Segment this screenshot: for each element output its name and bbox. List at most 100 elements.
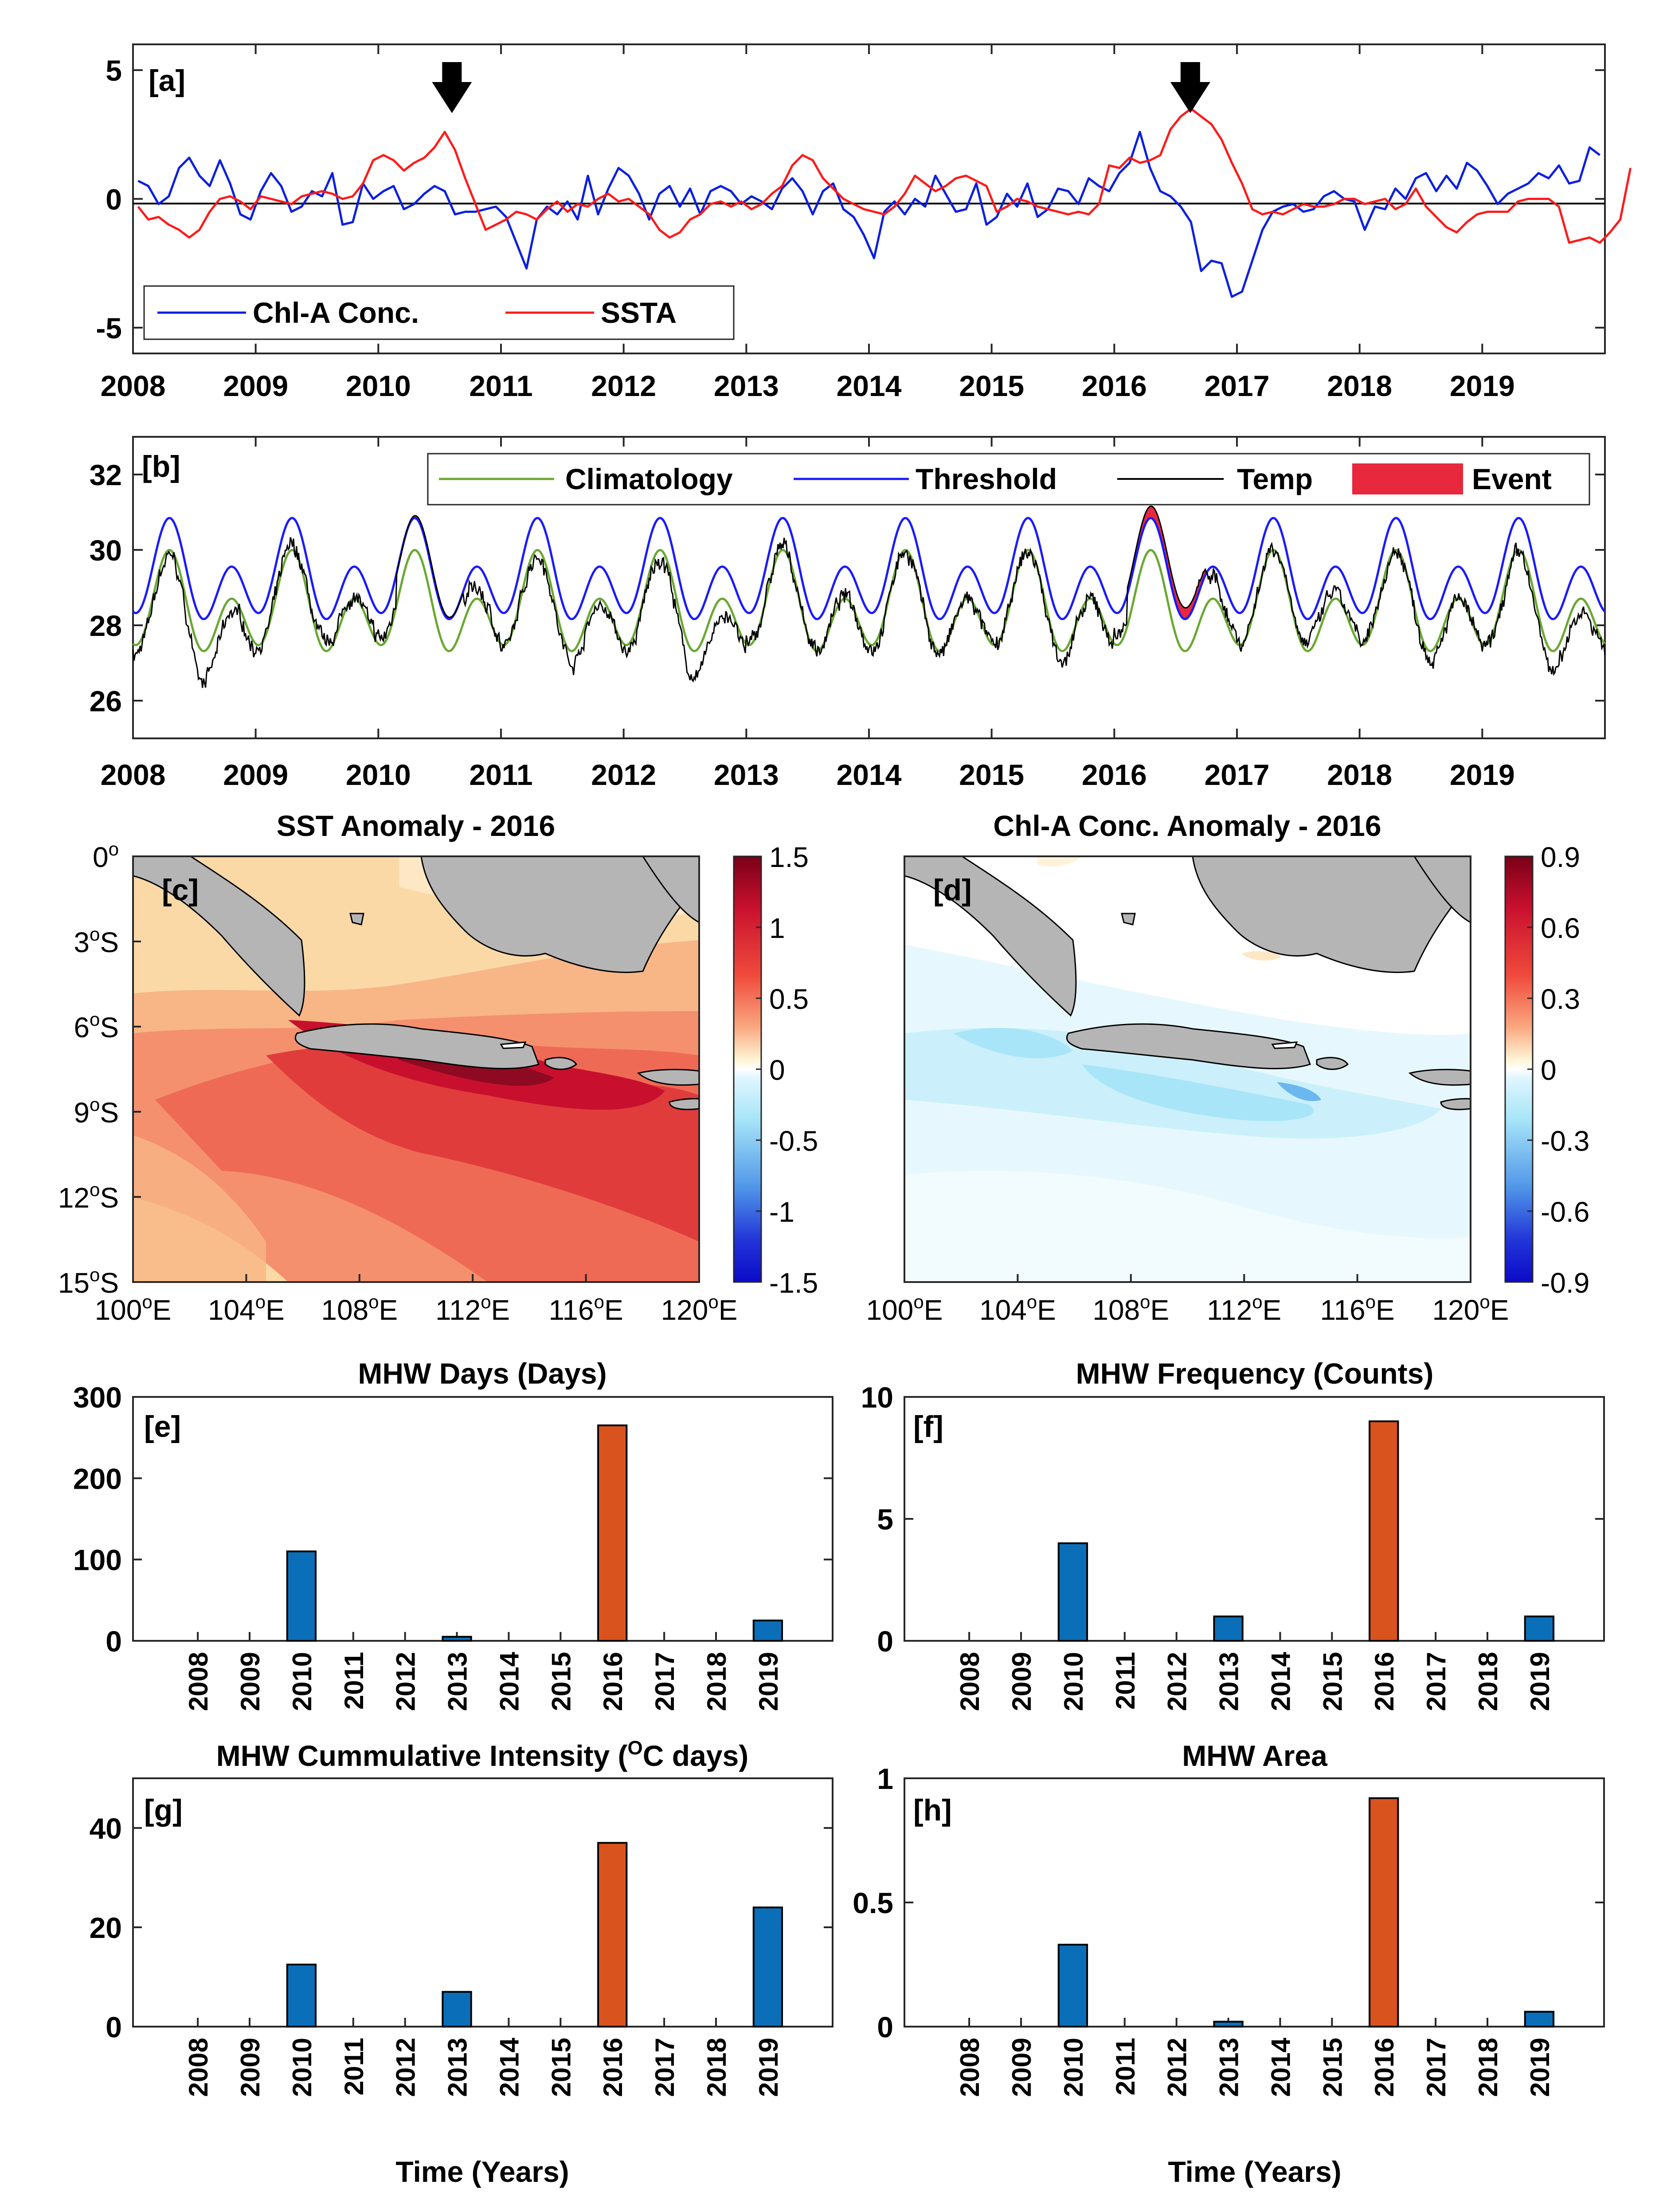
x-tick-label: 2013 <box>443 2038 473 2097</box>
panel-f: MHW Frequency (Counts) [f] 0 5 10 2008 2009 2… <box>861 1357 1605 1711</box>
x-tick-label: 2012 <box>1162 2038 1192 2097</box>
x-tick-label: 2013 <box>1214 2038 1244 2097</box>
legend-swatch-event <box>1352 463 1463 494</box>
x-tick-label: 2017 <box>650 2038 680 2097</box>
x-tick-label: 2014 <box>494 2037 524 2097</box>
colorbar-tick-label: 0.6 <box>1541 912 1580 944</box>
panel-g: MHW Cummulative Intensity (OC days) [g] … <box>90 1737 833 2188</box>
x-tick-label: 116oE <box>1320 1291 1395 1326</box>
x-tick-label: 2018 <box>1327 369 1392 402</box>
y-tick-label: 0o <box>93 839 119 873</box>
bar-2013 <box>1213 2020 1244 2028</box>
bar-2016 <box>597 1842 628 2028</box>
x-tick-label: 120oE <box>1432 1291 1509 1326</box>
y-tick-label: 0 <box>877 1625 893 1658</box>
y-tick-label: 40 <box>90 1812 122 1845</box>
x-tick-label: 2016 <box>1082 369 1147 402</box>
panel-d: Chl-A Conc. Anomaly - 2016 [d] 100oE 104o… <box>866 809 1590 1326</box>
x-tick-label: 2008 <box>184 2038 213 2097</box>
y-tick-label: 100 <box>73 1544 122 1577</box>
x-tick-label: 2019 <box>1525 2038 1555 2097</box>
bar-2016 <box>597 1424 628 1642</box>
x-tick-label: 2009 <box>223 758 288 791</box>
colorbar-tick-label: 0.3 <box>1541 983 1580 1015</box>
colorbar-tick-label: -1.5 <box>769 1267 818 1299</box>
land-masses <box>904 856 1471 1110</box>
x-tick-label: 2010 <box>1059 2038 1088 2097</box>
x-tick-label: 2010 <box>287 2038 317 2097</box>
y-ticks: 5 0 -5 <box>96 54 1605 345</box>
panel-label: [b] <box>142 450 180 483</box>
legend-label-chl: Chl-A Conc. <box>253 296 419 329</box>
panel-h: MHW Area [h] Time (Years) 0 0.5 1 2008 2009 2… <box>853 1739 1605 2188</box>
x-tick-label: 2012 <box>391 1652 421 1711</box>
colorbar-tick-label: 1.5 <box>769 841 809 873</box>
bar-2019 <box>1524 2011 1555 2028</box>
x-tick-label: 2018 <box>1327 758 1392 791</box>
x-tick-label: 2011 <box>469 758 532 791</box>
colorbar-tick-label: 0.9 <box>1541 841 1580 873</box>
x-tick-label: 2012 <box>591 758 656 791</box>
x-tick-label: 2011 <box>339 2038 369 2095</box>
x-tick-label: 2012 <box>391 2038 421 2097</box>
axes-box <box>904 1777 1605 2028</box>
series-line-temp <box>132 505 1606 688</box>
panel-a: 5 0 -5 2008 2009 2010 2011 2012 2013 2014 2015 201… <box>96 43 1632 402</box>
x-tick-label: 2012 <box>591 369 656 402</box>
legend: Climatology Threshold Temp Event <box>427 453 1590 506</box>
x-tick-label: 2010 <box>346 369 411 402</box>
y-tick-label: 5 <box>877 1503 893 1536</box>
x-tick-label: 100oE <box>95 1291 172 1326</box>
axes-box <box>904 1396 1605 1642</box>
y-tick-label: 9oS <box>74 1094 119 1129</box>
y-tick-label: 12oS <box>58 1179 119 1214</box>
bar-title-sup: O <box>628 1737 643 1759</box>
y-tick-label: 0 <box>877 2011 893 2043</box>
bar-2010 <box>286 1550 317 1642</box>
x-tick-label: 2018 <box>1473 2038 1503 2097</box>
x-tick-label: 100oE <box>866 1291 943 1326</box>
x-axis-label: Time (Years) <box>395 2155 569 2188</box>
y-ticks: 26 28 30 32 <box>90 459 1605 718</box>
x-tick-label: 2015 <box>546 1652 576 1711</box>
bar-2010 <box>1057 1542 1088 1642</box>
y-tick-label: 20 <box>90 1911 122 1944</box>
series-line-chl <box>137 131 1601 298</box>
colorbar-ticks: 0.9 0.6 0.3 0 -0.3 -0.6 -0.9 <box>1527 841 1589 1299</box>
x-tick-label: 2018 <box>702 2038 732 2097</box>
x-tick-label: 2014 <box>1266 1651 1295 1711</box>
y-tick-label: 32 <box>90 459 122 491</box>
colorbar-tick-label: -0.5 <box>769 1125 818 1157</box>
x-tick-label: 2017 <box>650 1652 680 1711</box>
y-tick-label: 0 <box>106 1625 122 1658</box>
x-tick-label: 2015 <box>1318 2038 1347 2097</box>
x-tick-label: 120oE <box>661 1291 738 1326</box>
y-tick-label: 0 <box>106 2011 122 2043</box>
x-tick-label: 2017 <box>1205 369 1270 402</box>
x-tick-label: 104oE <box>208 1291 285 1326</box>
panel-e: MHW Days (Days) [e] 0 100 200 300 2008 2009 20… <box>73 1357 833 1711</box>
panel-label: [d] <box>933 873 972 907</box>
bar-title: MHW Area <box>1182 1739 1328 1772</box>
x-tick-label: 2009 <box>1007 1652 1037 1711</box>
x-tick-label: 116oE <box>549 1291 623 1326</box>
axes-box <box>132 1396 833 1642</box>
x-tick-label: 2016 <box>1370 2038 1399 2097</box>
x-tick-label: 112oE <box>435 1291 510 1326</box>
bar-2016 <box>1369 1797 1399 2028</box>
axes-box <box>132 1777 833 2028</box>
series-line-threshold <box>132 517 1606 620</box>
x-tick-label: 2009 <box>1007 2038 1037 2097</box>
bar-2019 <box>1524 1616 1555 1642</box>
x-tick-label: 2011 <box>469 369 532 402</box>
legend: Chl-A Conc. SSTA <box>143 285 735 340</box>
bar-title-main: MHW Cummulative Intensity ( <box>216 1739 628 1772</box>
bar-2016 <box>1369 1420 1399 1642</box>
bar-2019 <box>752 1906 783 2028</box>
x-tick-label: 2016 <box>598 1652 628 1711</box>
x-tick-label: 2019 <box>1450 369 1515 402</box>
x-tick-label: 2016 <box>1082 758 1147 791</box>
y-tick-label: 30 <box>90 534 122 567</box>
bar-2013 <box>1213 1616 1244 1642</box>
x-ticks: 2008 2009 2010 2011 2012 2013 2014 2015 2016 2017… <box>101 44 1515 402</box>
